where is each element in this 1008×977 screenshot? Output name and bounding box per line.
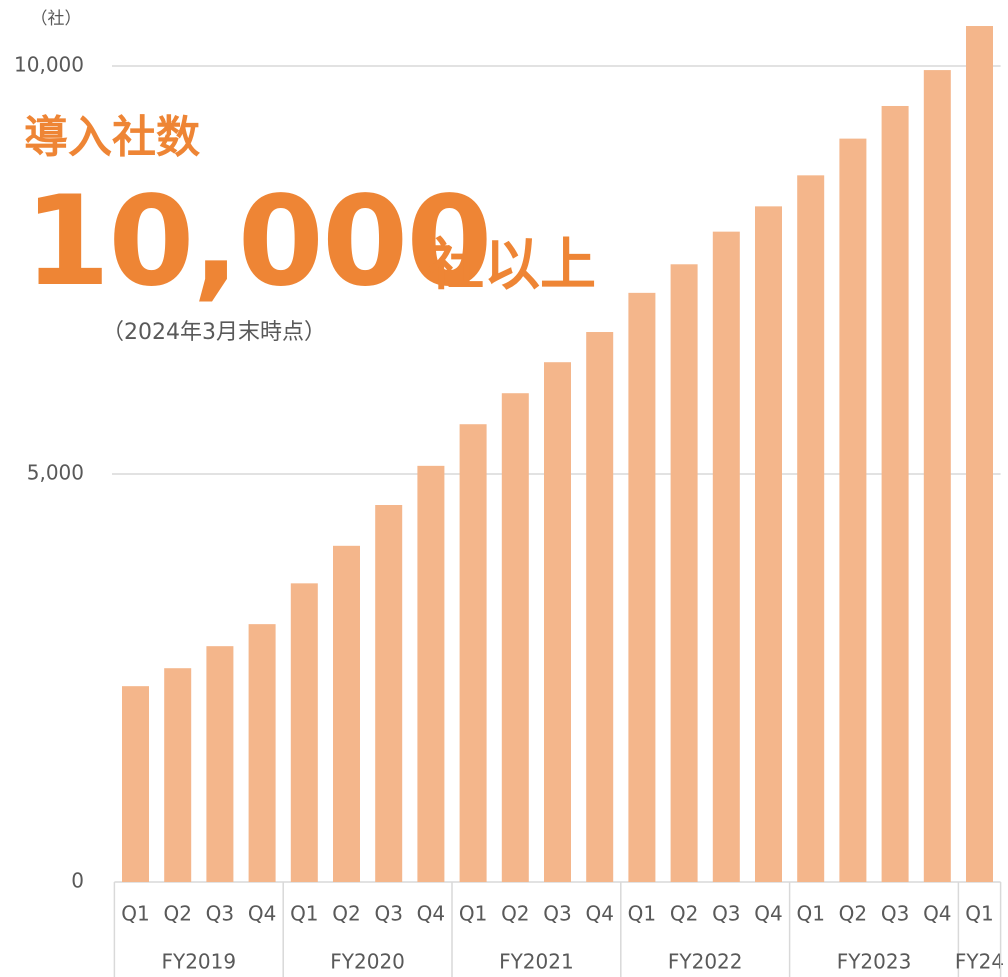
x-tick-label: Q1 xyxy=(290,902,318,926)
y-tick-label: 10,000 xyxy=(14,53,84,77)
x-tick-label: Q3 xyxy=(206,902,234,926)
note: （2024年3月末時点） xyxy=(102,320,326,345)
x-tick-label: Q4 xyxy=(248,902,276,926)
x-tick-label: Q4 xyxy=(417,902,445,926)
bar xyxy=(501,393,529,882)
bar xyxy=(881,105,909,882)
bar xyxy=(206,646,234,882)
bar xyxy=(248,624,276,882)
bar xyxy=(122,686,149,882)
x-tick-label: Q1 xyxy=(459,902,487,926)
bar xyxy=(544,362,571,882)
group-label: FY24 xyxy=(955,950,1004,974)
x-tick-label: Q2 xyxy=(332,902,360,926)
group-label: FY2019 xyxy=(161,950,236,974)
y-tick-label: 5,000 xyxy=(27,461,84,485)
bar xyxy=(417,465,445,882)
x-tick-label: Q2 xyxy=(501,902,529,926)
bar xyxy=(839,138,867,882)
x-tick-label: Q3 xyxy=(881,902,909,926)
group-label: FY2020 xyxy=(330,950,405,974)
x-tick-label: Q1 xyxy=(121,902,149,926)
bar xyxy=(459,424,487,882)
x-tick-label: Q3 xyxy=(712,902,740,926)
x-tick-label: Q1 xyxy=(628,902,656,926)
bar xyxy=(923,70,951,882)
bar xyxy=(628,292,656,882)
group-label: FY2023 xyxy=(837,950,912,974)
group-label: FY2022 xyxy=(668,950,743,974)
x-tick-label: Q4 xyxy=(923,902,951,926)
x-tick-label: Q2 xyxy=(839,902,867,926)
bar xyxy=(375,505,403,882)
bar xyxy=(290,583,318,882)
group-label: FY2021 xyxy=(499,950,574,974)
x-tick-label: Q3 xyxy=(374,902,402,926)
bar xyxy=(333,545,360,882)
x-tick-label: Q4 xyxy=(754,902,782,926)
bar xyxy=(670,264,698,883)
x-tick-label: Q1 xyxy=(965,902,993,926)
x-tick-label: Q1 xyxy=(796,902,824,926)
x-tick-label: Q2 xyxy=(163,902,191,926)
x-tick-label: Q4 xyxy=(585,902,613,926)
bar xyxy=(712,231,740,882)
bar xyxy=(755,206,782,883)
y-tick-label: 0 xyxy=(71,869,84,893)
bar xyxy=(966,26,993,883)
bar xyxy=(586,332,614,882)
big-number-suffix: 社以上 xyxy=(428,233,596,298)
headline: 導入社数 xyxy=(24,112,200,163)
x-tick-label: Q2 xyxy=(670,902,698,926)
big-number: 10,000 xyxy=(24,170,491,314)
bar xyxy=(164,668,192,882)
x-tick-label: Q3 xyxy=(543,902,571,926)
bar xyxy=(797,175,825,882)
unit-label: （社） xyxy=(31,9,82,29)
